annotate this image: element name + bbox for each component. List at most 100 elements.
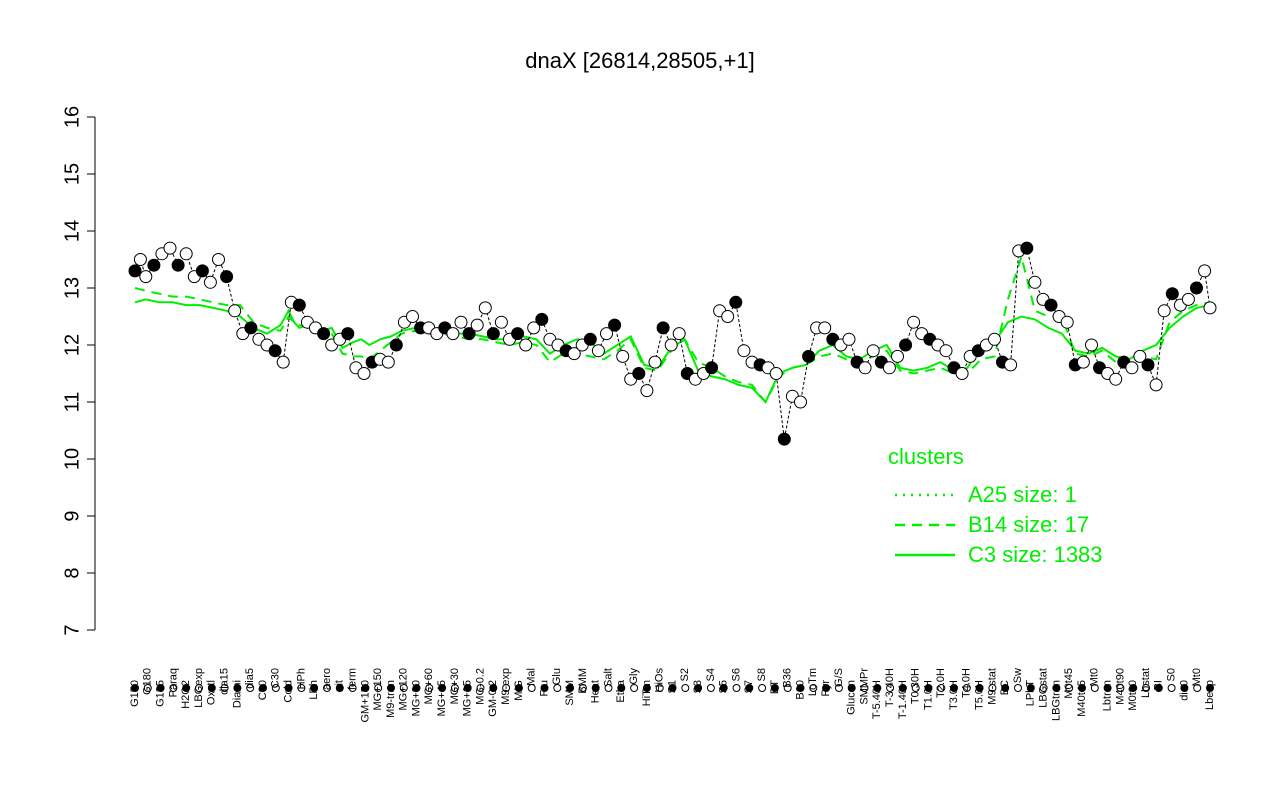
x-rug-mark (668, 684, 677, 692)
axes: 7 8 9 10 11 12 13 14 15 16 (61, 106, 96, 636)
data-point (179, 247, 193, 261)
x-rug-mark (489, 684, 498, 692)
data-point (1060, 315, 1074, 329)
x-tick-label: T1.0H (922, 680, 934, 710)
x-rug-mark (566, 684, 575, 692)
x-tick-label: Oxctl (206, 680, 218, 705)
series-line-1 (134, 252, 1211, 404)
x-tick-label: M/G (513, 680, 525, 701)
x-rug-mark (732, 684, 741, 692)
data-point (899, 338, 913, 352)
y-tick-label: 12 (61, 334, 83, 356)
y-tick-label: 13 (61, 277, 83, 299)
x-rug-mark (527, 684, 536, 692)
x-tick-label: Etha (615, 679, 627, 703)
data-point (769, 367, 783, 380)
data-point (591, 344, 605, 358)
data-point (389, 338, 403, 352)
x-rug-mark (335, 684, 344, 692)
x-tick-label: SMM (564, 680, 576, 706)
data-point (195, 264, 209, 278)
data-point (454, 315, 468, 329)
x-rug-mark (1167, 684, 1176, 692)
data-point (406, 310, 419, 323)
x-rug-mark (374, 684, 383, 692)
data-point (705, 361, 719, 375)
x-rug-mark (207, 684, 216, 692)
x-rug-mark (591, 684, 600, 692)
data-point (891, 349, 904, 363)
x-tick-label: Mal (526, 668, 538, 686)
x-tick-label: Heat (590, 680, 602, 703)
x-rug-mark (886, 684, 895, 692)
data-point (939, 344, 953, 358)
x-rug-mark (604, 684, 613, 692)
x-rug-mark (1142, 684, 1150, 692)
y-tick-label: 11 (61, 392, 83, 413)
x-rug-mark (950, 684, 958, 692)
x-rug-mark (1180, 684, 1189, 692)
chart-title: dnaX [26814,28505,+1] (525, 48, 754, 73)
x-rug-mark (1129, 684, 1138, 692)
x-rug-mark (131, 684, 139, 692)
x-tick-label: aero (321, 668, 333, 690)
x-tick-label: T5.0H (974, 680, 986, 710)
x-rug-mark (847, 684, 856, 692)
x-tick-label: MG+45 (436, 680, 448, 716)
x-rug-mark (438, 684, 447, 692)
x-tick-label: nit (334, 680, 346, 692)
x-tick-label: Salt (602, 668, 614, 687)
data-point (608, 318, 622, 332)
x-tick-label: MG+30 (449, 668, 461, 704)
x-tick-label: Diami (231, 680, 243, 708)
x-tick-label: S7 (743, 680, 755, 693)
data-point (1028, 275, 1042, 289)
x-tick-label: SMMPr (858, 668, 870, 705)
data-point (567, 347, 581, 361)
x-rug-mark (425, 684, 434, 692)
data-point (616, 349, 630, 363)
data-point (907, 315, 921, 329)
series-line-2 (134, 298, 1211, 404)
x-tick-label: G/S (833, 668, 845, 687)
legend-label: C3 size: 1383 (968, 542, 1103, 567)
x-rug-mark (655, 684, 664, 692)
data-point (882, 361, 896, 375)
data-point (317, 327, 331, 341)
x-rug-mark (962, 684, 971, 692)
x-rug-mark (169, 684, 178, 692)
x-tick-label: C30 (270, 668, 282, 688)
data-point (1133, 349, 1147, 363)
data-point (147, 258, 161, 272)
x-tick-label: MG+150 (372, 668, 384, 711)
x-tick-label: C90 (257, 680, 269, 700)
x-tick-label: S1 (666, 680, 678, 693)
x-tick-label: T0.30H (910, 668, 922, 704)
x-tick-label: Pyr (820, 680, 832, 697)
data-point (1044, 298, 1058, 312)
x-rug-mark (617, 684, 626, 692)
data-point (777, 432, 791, 446)
x-tick-label: M0t90 (1127, 680, 1139, 711)
x-rug-mark (988, 684, 997, 692)
x-tick-label: S5 (718, 680, 730, 693)
data-point (128, 264, 142, 278)
data-point (212, 253, 225, 266)
data-point (737, 344, 751, 358)
data-point (462, 327, 476, 341)
x-rug-mark (911, 684, 920, 692)
x-rug-mark (502, 684, 511, 692)
data-point (470, 318, 484, 332)
data-point (527, 321, 541, 335)
x-tick-label: Glucon (846, 680, 858, 715)
data-point (486, 327, 500, 341)
x-rug-mark (924, 684, 933, 692)
x-rug-mark (297, 684, 306, 692)
data-point (446, 327, 460, 341)
x-rug-mark (143, 684, 152, 692)
y-tick-label: 10 (61, 448, 83, 470)
x-rug-mark (822, 684, 831, 692)
data-point (1125, 361, 1139, 375)
x-tick-label: S8 (756, 668, 768, 681)
